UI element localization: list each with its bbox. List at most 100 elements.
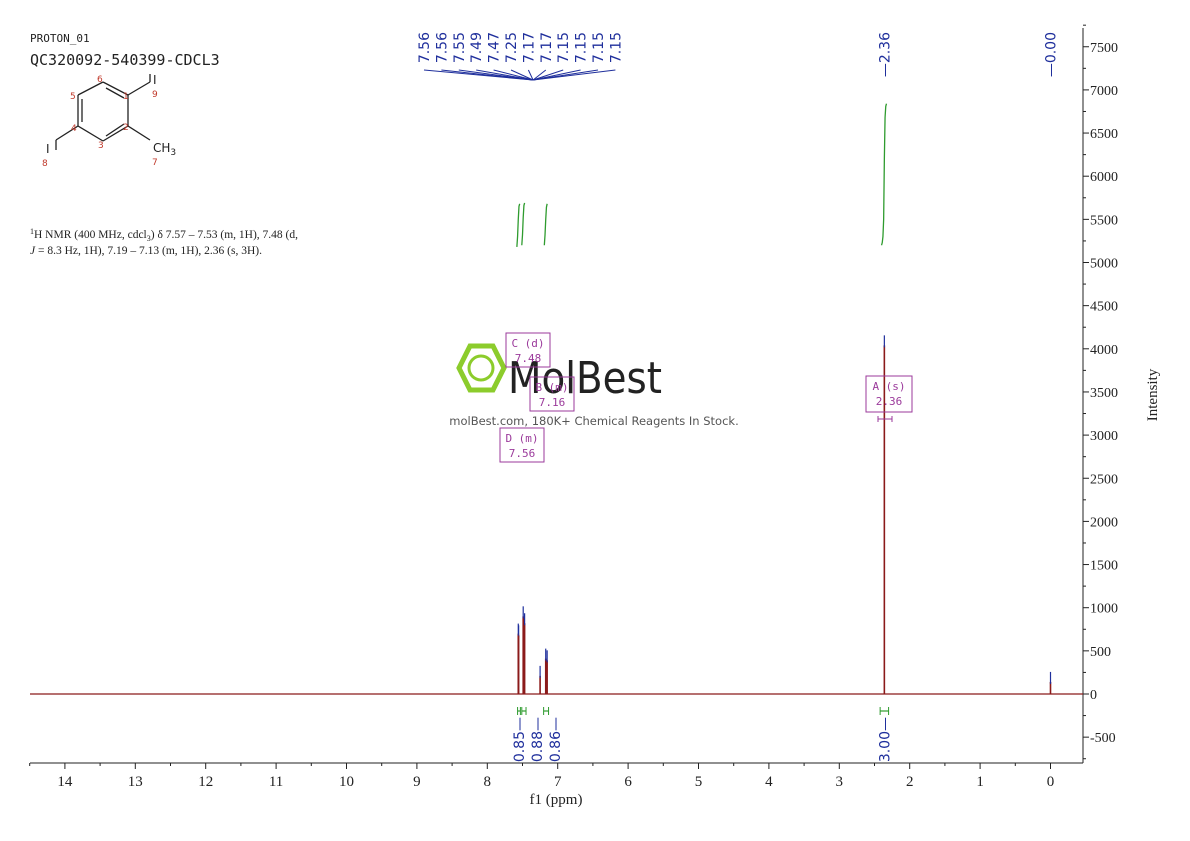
x-tick-label: 9 (413, 774, 421, 790)
multiplet-shift: 2.36 (876, 395, 903, 408)
x-tick-label: 11 (269, 774, 283, 790)
nmr-description-line1: 1H NMR (400 MHz, cdcl3) δ 7.57 – 7.53 (m… (30, 227, 298, 243)
peak-labels: 7.56 7.56 7.55 7.49 7.47 7.25 7.17 7.17 7.15 7.15… (417, 32, 1060, 81)
x-tick-label: 14 (57, 774, 73, 790)
peak-label-leader (532, 69, 564, 81)
integral-value: 3.00— (877, 717, 893, 762)
atom-label: 2 (123, 123, 129, 133)
y-tick-label: 2500 (1090, 472, 1118, 487)
integral-curves (516, 103, 888, 248)
peak-label-leader (532, 69, 547, 81)
peak-label: 7.15 (574, 32, 590, 63)
y-tick-label: 500 (1090, 645, 1111, 660)
x-tick-label: 1 (976, 774, 984, 790)
peak-label: 7.25 (504, 32, 520, 63)
y-tick-label: 3000 (1090, 429, 1118, 444)
integral-value: 0.85— (512, 717, 528, 762)
y-tick-label: 0 (1090, 688, 1097, 703)
y-axis-label: Intensity (1145, 368, 1161, 421)
atom-label: 8 (42, 159, 48, 169)
peak-label-leader (510, 69, 534, 81)
x-axis-label: f1 (ppm) (530, 792, 583, 808)
chemical-structure (55, 74, 151, 150)
multiplet-label: A (s) (872, 380, 905, 393)
peak-label: 7.17 (521, 32, 537, 63)
multiplet-label: B (m) (535, 381, 568, 394)
peak-label: 7.15 (608, 32, 624, 63)
x-tick-label: 13 (128, 774, 143, 790)
atom-label: 4 (71, 124, 77, 134)
integral-value: 0.86— (548, 717, 564, 762)
y-tick-label: 7000 (1090, 84, 1118, 99)
y-axis-ticks: 7500700065006000550050004500400035003000… (1083, 24, 1118, 760)
peak-label: 7.56 (434, 32, 450, 63)
multiplet-labels: C (d) 7.48 B (m) 7.16 D (m) 7.56 A (s) 2.36 (499, 332, 913, 463)
x-tick-label: 5 (695, 774, 703, 790)
x-tick-label: 10 (339, 774, 354, 790)
peak-label-leader (532, 69, 616, 81)
atom-label: 6 (97, 75, 103, 85)
y-tick-label: 3500 (1090, 386, 1118, 401)
y-tick-label: 6500 (1090, 127, 1118, 142)
multiplet-box (499, 427, 545, 463)
y-tick-label: 6000 (1090, 170, 1118, 185)
x-tick-label: 2 (906, 774, 914, 790)
peak-label-leader (493, 69, 534, 81)
benzene-logo-icon (456, 343, 507, 393)
y-tick-label: 1500 (1090, 559, 1118, 574)
multiplet-box (529, 376, 575, 412)
y-tick-label: 1000 (1090, 602, 1118, 617)
peak-label: 7.15 (591, 32, 607, 63)
peak-label-leader (458, 69, 534, 81)
y-tick-label: -500 (1090, 731, 1116, 746)
peak-label-leader (527, 69, 534, 81)
peak-label-leader (476, 69, 534, 81)
watermark-brand: MolBest (508, 353, 662, 404)
y-tick-label: 4500 (1090, 300, 1118, 315)
atom-number-labels: 1 2 3 4 5 6 7 8 9 (42, 75, 158, 169)
iodine-top-label: I (153, 73, 157, 87)
integral-value: 0.88— (530, 717, 546, 762)
multiplet-shift: 7.56 (509, 447, 536, 460)
x-tick-label: 3 (836, 774, 844, 790)
atom-label: 5 (70, 92, 76, 102)
y-tick-label: 5000 (1090, 257, 1118, 272)
y-tick-label: 4000 (1090, 343, 1118, 358)
x-axis-ticks: 14 13 12 11 10 9 8 7 6 5 4 3 2 1 0 (29, 763, 1055, 790)
watermark: MolBest molBest.com, 180K+ Chemical Reag… (449, 343, 739, 428)
nmr-description-line2: J = 8.3 Hz, 1H), 7.19 – 7.13 (m, 1H), 2.… (30, 245, 262, 257)
sample-id: QC320092-540399-CDCL3 (30, 51, 220, 69)
watermark-tagline: molBest.com, 180K+ Chemical Reagents In … (449, 414, 738, 428)
iodine-left-label: I (46, 142, 50, 156)
integral-curve (880, 103, 888, 246)
multiplet-label: D (m) (505, 432, 538, 445)
multiplet-box (505, 332, 551, 368)
x-tick-label: 8 (484, 774, 492, 790)
methyl-label: CH3 (153, 141, 176, 158)
atom-label: 9 (152, 90, 158, 100)
multiplet-shift: 7.48 (515, 352, 542, 365)
multiplet-shift: 7.16 (539, 396, 566, 409)
x-tick-label: 7 (554, 774, 562, 790)
multiplet-label: C (d) (511, 337, 544, 350)
atom-label: 7 (152, 158, 158, 168)
atom-label: 1 (123, 92, 129, 102)
peak-label: 7.56 (417, 32, 433, 63)
integral-curve (521, 202, 526, 246)
x-tick-label: 12 (198, 774, 213, 790)
peak-label: 7.49 (469, 32, 485, 63)
x-tick-label: 0 (1047, 774, 1055, 790)
peak-label: 7.17 (539, 32, 555, 63)
multiplet-box (865, 375, 913, 413)
peak-label: 7.15 (556, 32, 572, 63)
experiment-name: PROTON_01 (30, 32, 90, 45)
atom-label: 3 (98, 141, 104, 151)
benzene-ring-icon (467, 354, 495, 382)
peak-label: —2.36 (877, 32, 893, 77)
integral-curve (543, 203, 548, 246)
peak-label: 7.55 (452, 32, 468, 63)
y-tick-label: 7500 (1090, 41, 1118, 56)
spectrum (30, 335, 1083, 695)
integrals: 0.85— 0.88— 0.86— 3.00— (512, 707, 893, 762)
